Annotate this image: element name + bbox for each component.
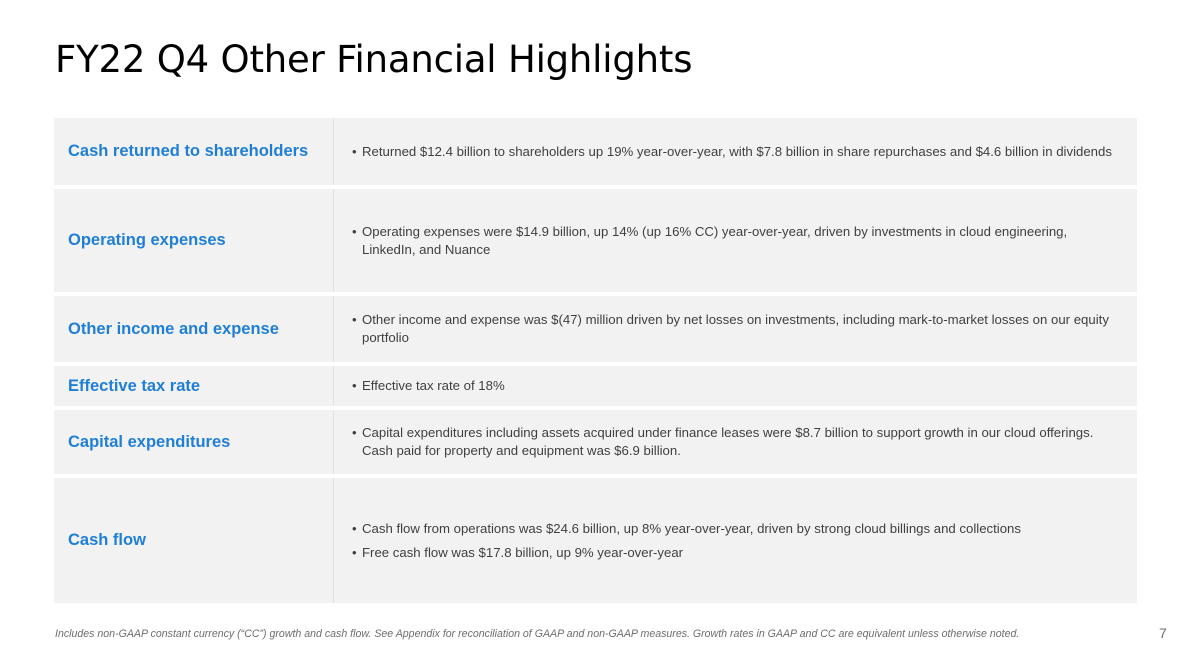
row-content: • Effective tax rate of 18% bbox=[334, 366, 1137, 406]
row-content: • Returned $12.4 billion to shareholders … bbox=[334, 118, 1137, 185]
bullet-item: • Effective tax rate of 18% bbox=[352, 377, 1117, 395]
bullet-icon: • bbox=[352, 425, 357, 440]
bullet-text: Other income and expense was $(47) milli… bbox=[362, 312, 1109, 345]
row-label: Operating expenses bbox=[54, 189, 334, 292]
row-content: • Operating expenses were $14.9 billion, … bbox=[334, 189, 1137, 292]
bullet-icon: • bbox=[352, 223, 357, 239]
table-row: Cash flow • Cash flow from operations was… bbox=[54, 478, 1137, 603]
bullet-item: • Other income and expense was $(47) mill… bbox=[352, 311, 1117, 347]
table-row: Cash returned to shareholders • Returned … bbox=[54, 118, 1137, 185]
bullet-item: • Capital expenditures including assets a… bbox=[352, 424, 1117, 460]
table-row: Effective tax rate • Effective tax rate o… bbox=[54, 366, 1137, 406]
bullet-item: • Operating expenses were $14.9 billion, … bbox=[352, 223, 1117, 259]
bullet-item: • Returned $12.4 billion to shareholders … bbox=[352, 143, 1117, 161]
row-label: Capital expenditures bbox=[54, 410, 334, 474]
bullet-text: Returned $12.4 billion to shareholders u… bbox=[362, 143, 1112, 159]
row-label: Cash flow bbox=[54, 478, 334, 603]
bullet-icon: • bbox=[352, 544, 357, 560]
slide-title: FY22 Q4 Other Financial Highlights bbox=[55, 38, 693, 81]
row-content: • Cash flow from operations was $24.6 bil… bbox=[334, 478, 1137, 603]
bullet-text: Free cash flow was $17.8 billion, up 9% … bbox=[362, 544, 684, 560]
bullet-icon: • bbox=[352, 143, 357, 159]
row-label: Cash returned to shareholders bbox=[54, 118, 334, 185]
table-row: Operating expenses • Operating expenses w… bbox=[54, 189, 1137, 292]
bullet-icon: • bbox=[352, 520, 357, 536]
bullet-text: Cash flow from operations was $24.6 bill… bbox=[362, 520, 1021, 536]
bullet-icon: • bbox=[352, 312, 357, 327]
footnote: Includes non-GAAP constant currency (“CC… bbox=[55, 628, 1020, 640]
bullet-text: Operating expenses were $14.9 billion, u… bbox=[362, 223, 1068, 257]
table-row: Capital expenditures • Capital expenditur… bbox=[54, 410, 1137, 474]
row-label: Other income and expense bbox=[54, 296, 334, 362]
bullet-text: Capital expenditures including assets ac… bbox=[362, 425, 1094, 458]
page-number: 7 bbox=[1159, 625, 1167, 641]
row-content: • Other income and expense was $(47) mill… bbox=[334, 296, 1137, 362]
highlights-table: Cash returned to shareholders • Returned … bbox=[54, 118, 1137, 607]
row-label: Effective tax rate bbox=[54, 366, 334, 406]
row-content: • Capital expenditures including assets a… bbox=[334, 410, 1137, 474]
bullet-item: • Free cash flow was $17.8 billion, up 9%… bbox=[352, 544, 1117, 562]
bullet-icon: • bbox=[352, 378, 357, 393]
bullet-text: Effective tax rate of 18% bbox=[362, 378, 505, 393]
table-row: Other income and expense • Other income a… bbox=[54, 296, 1137, 362]
bullet-item: • Cash flow from operations was $24.6 bil… bbox=[352, 520, 1117, 538]
